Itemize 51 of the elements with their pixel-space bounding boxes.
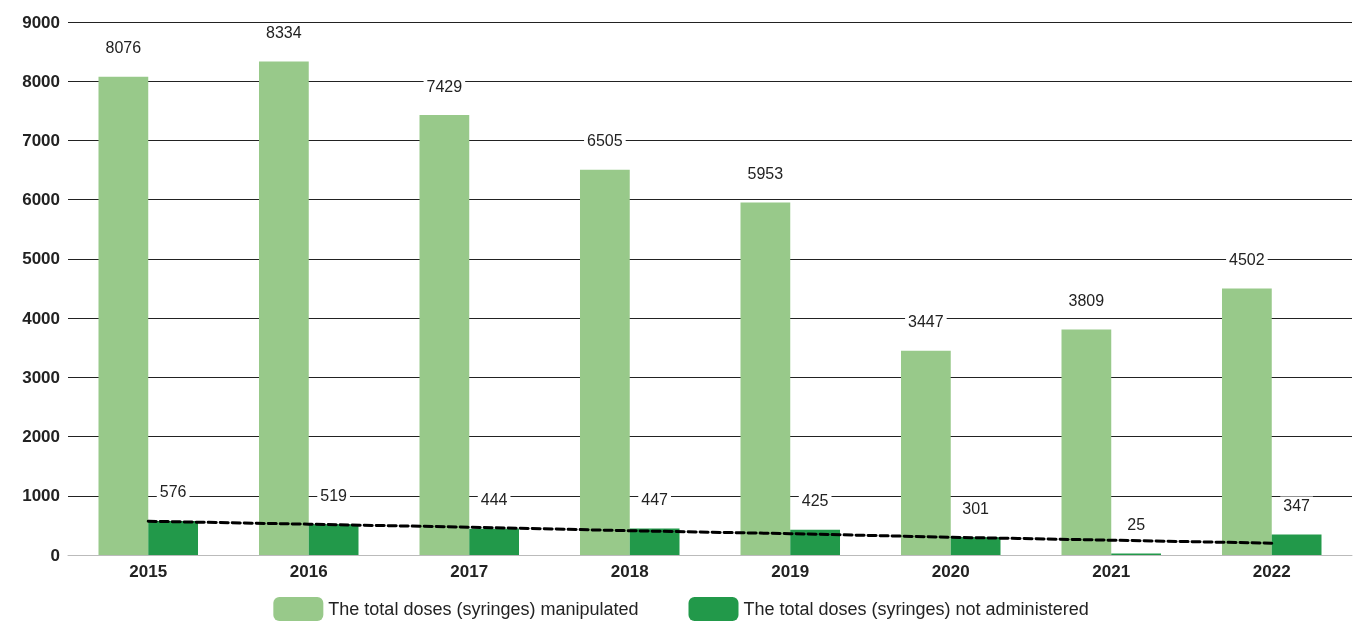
bar bbox=[740, 202, 791, 555]
data-label: 8076 bbox=[105, 39, 142, 57]
data-label: 576 bbox=[159, 483, 187, 501]
bar bbox=[580, 169, 630, 555]
y-tick-label: 4000 bbox=[22, 308, 60, 328]
data-label: 519 bbox=[320, 486, 348, 504]
y-tick-label: 9000 bbox=[22, 12, 60, 32]
bar bbox=[148, 520, 199, 555]
bar bbox=[419, 115, 470, 555]
data-label: 447 bbox=[641, 491, 669, 509]
data-label: 8334 bbox=[266, 23, 302, 41]
bar bbox=[1061, 329, 1112, 555]
y-tick-label: 1000 bbox=[22, 486, 60, 506]
data-label: 347 bbox=[1283, 496, 1311, 514]
y-tick-label: 8000 bbox=[22, 71, 60, 91]
x-tick-label: 2022 bbox=[1252, 562, 1291, 581]
bar bbox=[950, 537, 1001, 555]
x-tick-label: 2016 bbox=[289, 562, 328, 581]
y-tick-label: 6000 bbox=[22, 190, 60, 210]
data-label: 301 bbox=[962, 499, 990, 517]
y-tick-label: 2000 bbox=[22, 427, 60, 447]
legend-label: The total doses (syringes) not administered bbox=[743, 599, 1089, 619]
x-tick-label: 2017 bbox=[450, 562, 489, 581]
data-label: 5953 bbox=[747, 164, 784, 182]
y-tick-label: 7000 bbox=[22, 130, 60, 150]
bar bbox=[98, 76, 149, 555]
data-label: 3809 bbox=[1068, 291, 1105, 309]
data-label: 4502 bbox=[1229, 250, 1265, 268]
x-tick-label: 2018 bbox=[610, 562, 649, 581]
data-label: 3447 bbox=[908, 313, 944, 331]
y-tick-label: 3000 bbox=[22, 367, 60, 387]
y-tick-label: 5000 bbox=[22, 249, 60, 269]
x-tick-label: 2020 bbox=[931, 562, 970, 581]
data-label: 25 bbox=[1127, 516, 1146, 534]
x-tick-label: 2019 bbox=[771, 562, 810, 581]
legend-label: The total doses (syringes) manipulated bbox=[328, 599, 639, 619]
bar bbox=[1271, 534, 1322, 555]
data-label: 6505 bbox=[587, 132, 623, 150]
data-label: 425 bbox=[801, 492, 829, 510]
bar bbox=[1221, 288, 1272, 555]
y-tick-label: 0 bbox=[50, 545, 60, 565]
x-tick-label: 2015 bbox=[129, 562, 168, 581]
x-tick-label: 2021 bbox=[1092, 562, 1131, 581]
bar bbox=[790, 529, 841, 555]
bar bbox=[308, 524, 359, 555]
line-series bbox=[146, 519, 1274, 545]
bar bbox=[259, 61, 309, 555]
data-label: 7429 bbox=[426, 77, 463, 95]
bar bbox=[469, 528, 520, 555]
data-label: 444 bbox=[480, 491, 508, 509]
bar bbox=[901, 350, 951, 555]
